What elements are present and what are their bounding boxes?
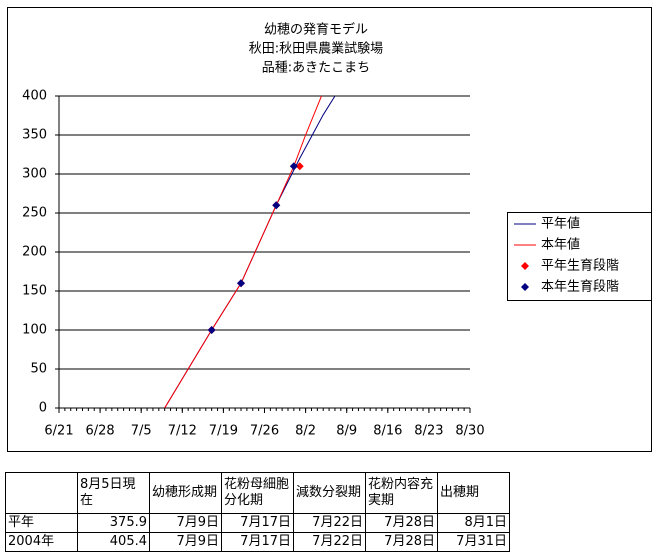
table-row: 8月5日現在 幼穂形成期 花粉母細胞分化期 減数分裂期 花粉内容充実期 出穂期 [5,472,510,514]
table-cell: 2004年 [5,532,78,552]
table-cell: 375.9 [77,513,150,533]
stage-marker [295,162,304,171]
x-tick-label: 7/12 [168,424,197,439]
y-tick-label: 50 [30,362,47,377]
x-tick-label: 8/30 [455,424,484,439]
legend-label: 平年値 [541,216,580,232]
legend-box [507,212,652,301]
x-tick-label: 8/2 [295,424,316,439]
table-cell: 7月9日 [149,513,222,533]
x-tick-label: 8/23 [414,424,443,439]
legend-swatch [521,283,529,291]
x-tick-label: 8/16 [373,424,402,439]
legend-label: 本年値 [541,237,580,253]
table-cell: 平年 [5,513,78,533]
legend-label: 平年生育段階 [541,258,619,274]
table-cell: 7月28日 [365,513,438,533]
y-tick-label: 100 [22,323,47,338]
table-cell: 幼穂形成期 [149,472,222,514]
table-cell: 出穂期 [437,472,510,514]
table-cell: 7月31日 [437,532,510,552]
y-tick-label: 400 [22,89,47,104]
summary-table: 8月5日現在 幼穂形成期 花粉母細胞分化期 減数分裂期 花粉内容充実期 出穂期 平年 375.… [5,472,510,552]
y-tick-label: 150 [22,284,47,299]
table-cell: 花粉母細胞分化期 [221,472,294,514]
table-cell: 8月1日 [437,513,510,533]
y-tick-label: 350 [22,128,47,143]
table-cell: 8月5日現在 [77,472,150,514]
table-cell: 7月28日 [365,532,438,552]
table-cell: 405.4 [77,532,150,552]
plot [164,96,336,409]
stage-marker [207,326,216,334]
x-tick-label: 7/19 [209,424,238,439]
table-cell [5,472,78,514]
x-tick-label: 7/5 [131,424,152,439]
table-row: 2004年 405.4 7月9日 7月17日 7月22日 7月28日 7月31日 [5,532,510,552]
legend-swatch [521,262,529,270]
stage-marker [272,201,281,210]
table-cell: 7月17日 [221,513,294,533]
y-tick-label: 200 [22,245,47,260]
stage-marker [289,162,298,171]
x-tick-label: 6/21 [44,424,73,439]
table-cell: 花粉内容充実期 [365,472,438,514]
y-tick-label: 300 [22,167,47,182]
table-cell: 7月17日 [221,532,294,552]
table-row: 平年 375.9 7月9日 7月17日 7月22日 7月28日 8月1日 [5,513,510,533]
x-tick-label: 8/9 [336,424,357,439]
table-cell: 7月22日 [293,532,366,552]
legend-label: 本年生育段階 [541,279,619,295]
y-tick-label: 0 [39,401,47,416]
table-cell: 7月9日 [149,532,222,552]
chart-title: 秋田:秋田県農業試験場 [249,41,383,57]
table-cell: 7月22日 [293,513,366,533]
chart-title: 幼穂の発育モデル [264,22,368,38]
chart-title: 品種:あきたこまち [262,60,370,76]
table-cell: 減数分裂期 [293,472,366,514]
x-tick-label: 7/26 [250,424,279,439]
y-tick-label: 250 [22,206,47,221]
stage-marker [237,279,246,288]
x-tick-label: 6/28 [85,424,114,439]
